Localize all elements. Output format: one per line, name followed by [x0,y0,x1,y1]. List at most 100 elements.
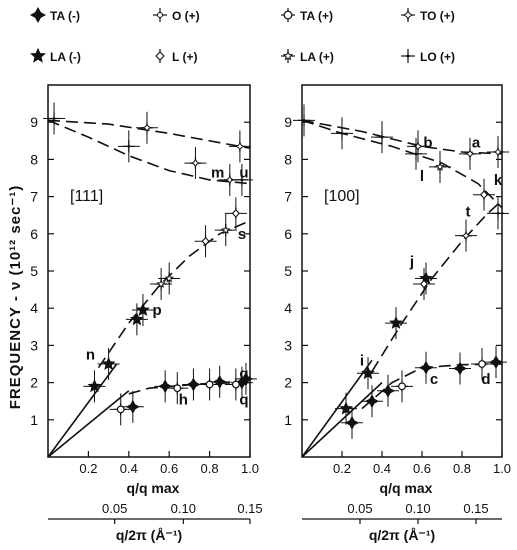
data-point-la [357,357,379,390]
data-point-l [224,197,247,230]
x2-axis-label: q/2π (Å⁻¹) [116,527,182,543]
point-label: a [472,135,481,152]
x-tick-label: 0.2 [333,461,351,476]
panel-100: 1 2 3 4 5 6 7 8 9 0.2 0.4 0.6 0.8 1.0 q/q max 0.05 0.10 0… [284,84,511,543]
y-tick-label: 3 [30,337,38,353]
data-point-ta [415,351,437,384]
x-tick-label: 0.2 [79,461,97,476]
x-tick-label: 0.8 [453,461,471,476]
data-point-ta [121,390,144,423]
data-point-ta [377,374,399,407]
data-point-lo [331,117,353,150]
data-point-ta [224,368,247,401]
data-point-ta [391,370,413,403]
legend-marker [153,8,167,22]
legend-marker [401,8,415,22]
point-label: h [179,391,188,408]
point-label: q [239,391,248,408]
data-point-la [131,294,154,327]
dashed-dispersion-curve [47,119,251,149]
x-tick-label: 0.6 [413,461,431,476]
legend-item-ta: TA (-) [29,6,80,24]
x-tick-label: 0.6 [160,461,178,476]
x-tick-label: 0.8 [201,461,219,476]
data-point-ta [449,352,471,385]
data-point-lo [371,121,393,154]
y-tick-label: 5 [284,263,292,279]
dashed-dispersion-curve [97,220,251,369]
data-point-lo [117,130,140,163]
point-label: j [409,254,414,271]
legend-marker [401,49,415,63]
solid-sound-velocity-line [47,363,118,458]
data-point-ta [485,346,507,379]
x2-tick-label: 0.10 [171,501,196,516]
x-tick-label: 1.0 [493,461,511,476]
y-tick-label: 7 [30,189,38,205]
legend-item-la: LA (+) [281,49,334,64]
y-tick-label: 1 [284,412,292,428]
y-tick-label: 6 [284,226,292,242]
point-label: d [481,371,490,388]
y-tick-label: 5 [30,263,38,279]
legend-label: TA (-) [50,9,80,23]
x-tick-label: 0.4 [120,461,138,476]
y-tick-label: 2 [284,375,292,391]
data-point-lo [293,104,315,137]
data-point-la [385,307,407,340]
x2-tick-label: 0.15 [237,501,262,516]
legend-label: TO (+) [420,9,455,23]
point-label: g [239,365,248,382]
legend-marker [281,8,295,22]
x-axis-label: q/q max [127,480,180,496]
y-tick-label: 7 [284,189,292,205]
x2-tick-label: 0.10 [405,501,430,516]
y-tick-label: 8 [30,151,38,167]
y-tick-label: 4 [284,300,292,316]
data-point-lo [230,163,253,196]
y-tick-label: 3 [284,337,292,353]
solid-sound-velocity-line [47,390,130,458]
y-axis-label: FREQUENCY - ν (10¹² sec⁻¹) [7,185,24,410]
y-tick-label: 4 [30,300,38,316]
point-label: p [152,302,161,319]
legend-item-to: TO (+) [401,8,455,23]
x-tick-label: 1.0 [241,461,259,476]
data-point-ta [198,368,221,401]
legend-marker [155,49,165,63]
point-label: n [86,347,95,364]
legend: TA (-) O (+) TA (+) TO (+) LA (-) L (+) LA (+)… [29,6,455,64]
legend-item-lo: LO (+) [401,49,455,64]
plot-frame [47,84,251,458]
data-point-to [228,130,251,163]
legend-label: O (+) [172,9,200,23]
data-point-ta [109,393,132,426]
data-point-to [487,135,509,168]
legend-label: LA (-) [50,50,81,64]
dashed-dispersion-curve [47,119,251,185]
x-tick-label: 0.4 [373,461,391,476]
point-label: s [238,226,246,243]
data-point-la [415,262,437,295]
x2-axis-label: q/2π (Å⁻¹) [369,527,435,543]
legend-marker [281,49,295,63]
data-point-lo [43,102,66,135]
solid-sound-velocity-line [301,382,383,458]
data-point-ta [471,348,493,380]
y-tick-label: 8 [284,151,292,167]
data-point-la [97,348,120,380]
data-point-to [455,219,477,252]
data-point-lo [405,137,427,170]
point-label: i [360,352,364,369]
data-point-la [125,303,148,336]
legend-item-ta: TA (+) [281,8,333,23]
point-label: u [239,164,248,181]
data-point-to [459,137,481,170]
data-point-ta [234,362,257,395]
data-point-to [135,111,158,144]
data-point-la [214,214,237,247]
data-point-la [83,370,106,403]
legend-marker [29,6,47,24]
